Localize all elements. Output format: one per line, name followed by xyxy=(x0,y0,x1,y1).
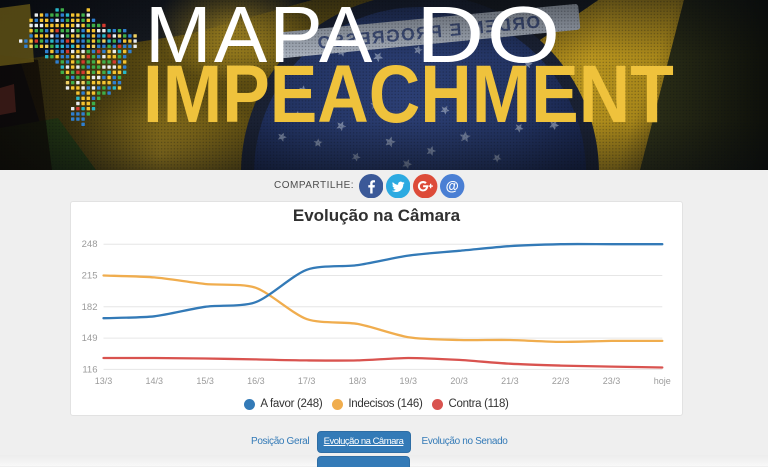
svg-text:13/3: 13/3 xyxy=(95,375,113,385)
svg-text:18/3: 18/3 xyxy=(349,375,367,385)
svg-text:22/3: 22/3 xyxy=(552,375,570,385)
svg-text:215: 215 xyxy=(82,270,98,281)
svg-text:21/3: 21/3 xyxy=(501,375,519,385)
svg-text:19/3: 19/3 xyxy=(400,375,418,385)
svg-text:20/3: 20/3 xyxy=(450,375,468,385)
svg-text:14/3: 14/3 xyxy=(146,375,164,385)
svg-text:hoje: hoje xyxy=(654,375,671,385)
svg-text:116: 116 xyxy=(82,364,97,375)
svg-text:248: 248 xyxy=(82,239,98,250)
svg-text:149: 149 xyxy=(82,333,98,344)
svg-text:15/3: 15/3 xyxy=(196,375,214,385)
svg-text:17/3: 17/3 xyxy=(298,375,316,385)
svg-text:182: 182 xyxy=(82,301,98,312)
svg-text:23/3: 23/3 xyxy=(603,375,621,385)
svg-text:@: @ xyxy=(446,178,459,193)
svg-text:16/3: 16/3 xyxy=(247,375,265,385)
